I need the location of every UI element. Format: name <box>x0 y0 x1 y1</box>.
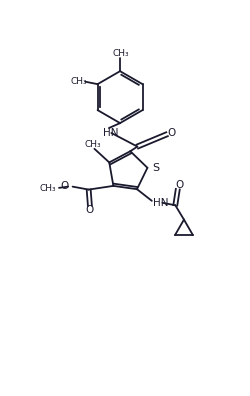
Text: O: O <box>175 180 183 190</box>
Text: O: O <box>167 128 175 138</box>
Text: CH₃: CH₃ <box>112 49 129 58</box>
Text: O: O <box>86 205 94 215</box>
Text: HN: HN <box>153 198 168 208</box>
Text: CH₃: CH₃ <box>40 184 56 193</box>
Text: CH₃: CH₃ <box>85 140 102 149</box>
Text: S: S <box>152 163 160 173</box>
Text: HN: HN <box>103 128 118 138</box>
Text: O: O <box>61 181 69 191</box>
Text: CH₃: CH₃ <box>71 77 87 86</box>
